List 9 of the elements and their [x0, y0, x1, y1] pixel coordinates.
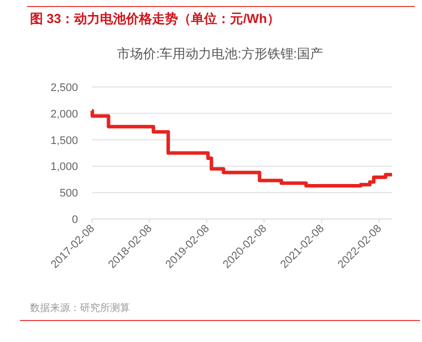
y-tick-label: 1,500: [50, 134, 78, 147]
y-tick-label: 0: [72, 214, 78, 226]
y-tick-label: 2,000: [50, 108, 78, 120]
chart-title: 图 33：动力电池价格走势（单位：元/Wh）: [30, 11, 280, 26]
source-note: 数据来源：研究所测算: [30, 302, 130, 314]
chart-subtitle: 市场价:车用动力电池:方形铁锂:国产: [117, 46, 323, 61]
y-tick-label: 500: [60, 188, 78, 200]
y-tick-label: 2,500: [50, 82, 78, 94]
y-tick-label: 1,000: [50, 161, 78, 174]
